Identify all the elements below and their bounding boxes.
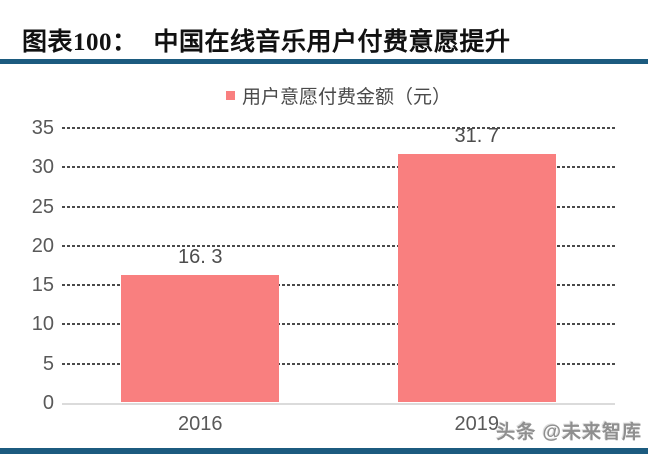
legend-swatch-icon: [225, 90, 235, 100]
y-axis-tick-label: 15: [31, 274, 54, 297]
figure-title: 中国在线音乐用户付费意愿提升: [153, 29, 511, 56]
header-divider-rule: [0, 59, 648, 64]
x-axis-tick-label: 2016: [178, 413, 223, 435]
watermark: 头条 @未来智库: [496, 422, 642, 443]
y-axis-tick-label: 20: [31, 234, 54, 257]
legend-label: 用户意愿付费金额（元）: [241, 86, 451, 108]
y-axis-tick-label: 35: [31, 117, 54, 139]
bottom-accent-rule: [0, 448, 648, 454]
x-axis-tick-label: 2019: [454, 413, 500, 435]
y-axis-tick-label: 10: [31, 313, 54, 336]
y-axis-tick-label: 5: [42, 352, 54, 375]
bar-2016: [121, 274, 280, 402]
gridline: [62, 205, 615, 208]
gridline: [62, 323, 615, 326]
gridline: [62, 244, 615, 247]
y-axis-tick-label: 30: [31, 156, 54, 179]
x-axis-line: [62, 403, 615, 405]
gridline: [62, 127, 615, 129]
figure-label: 图表100：: [22, 29, 138, 56]
y-axis-tick-label: 25: [31, 195, 54, 218]
bar-value-label: 16. 3: [178, 245, 223, 268]
gridline: [62, 166, 615, 169]
gridline: [62, 362, 615, 365]
chart-legend: 用户意愿付费金额（元）: [62, 84, 615, 108]
gridline: [62, 284, 615, 287]
y-axis-tick-label: 0: [42, 392, 54, 414]
bar-2019: [397, 153, 556, 402]
figure-header: 图表100： 中国在线音乐用户付费意愿提升: [22, 22, 632, 58]
bar-value-label: 31. 7: [454, 124, 499, 147]
